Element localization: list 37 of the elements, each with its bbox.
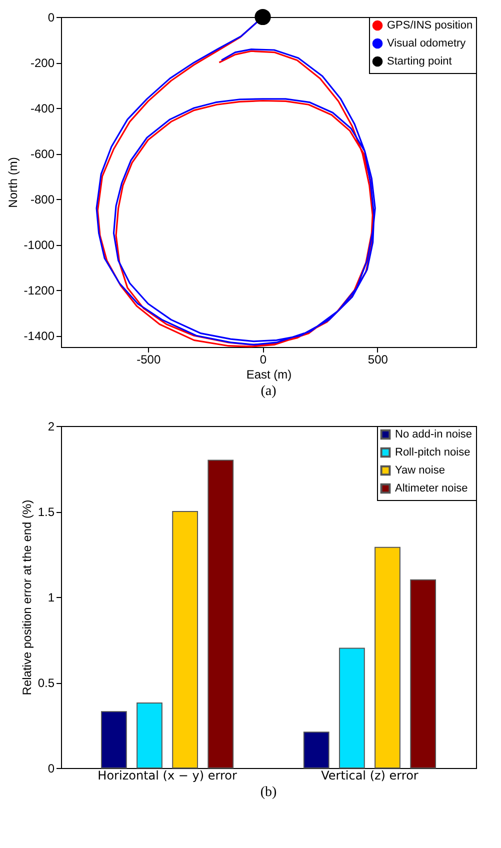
legend-label: Altimeter noise (395, 482, 468, 494)
y-tick-label: -600 (30, 147, 55, 162)
y-tick-label: 2 (48, 420, 55, 434)
y-tick-label: -1200 (24, 284, 55, 298)
bar (410, 579, 436, 768)
y-tick-label: 0 (48, 10, 55, 24)
y-tick-label: 0.5 (38, 676, 55, 690)
bar (338, 648, 365, 768)
text: (a) (260, 384, 277, 399)
y-tick-label: -1400 (24, 329, 55, 344)
y-tick-label: 1 (48, 590, 55, 604)
x-tick-label: 500 (368, 352, 388, 366)
x-axis-title: East (m) (246, 368, 292, 382)
y-tick-label: -400 (30, 102, 55, 116)
bar (374, 546, 400, 768)
bar (136, 702, 162, 768)
y-tick-label: -200 (30, 56, 55, 70)
bar (208, 460, 234, 768)
bar (172, 511, 198, 768)
legend-label: Roll-pitch noise (395, 446, 470, 458)
y-axis-title: North (m) (6, 157, 20, 208)
legend-label: Visual odometry (387, 38, 466, 50)
text: (b) (260, 785, 277, 800)
legend-label: No add-in noise (395, 428, 472, 440)
y-axis-title: Relative position error at the end (%) (20, 500, 34, 696)
y-tick-label: -800 (30, 192, 55, 207)
bar (303, 732, 330, 768)
y-tick-label: 1.5 (38, 505, 55, 519)
legend-label: Yaw noise (395, 464, 445, 476)
y-tick-label: -1000 (24, 238, 55, 252)
x-tick-label: Horizontal (x − y) error (98, 768, 237, 782)
bar (100, 711, 127, 768)
x-tick-label: -500 (136, 352, 161, 366)
legend-label: GPS/INS position (387, 20, 473, 32)
x-tick-label: 0 (260, 352, 267, 366)
legend-label: Starting point (387, 56, 452, 68)
x-tick-label: Vertical (z) error (321, 768, 418, 782)
